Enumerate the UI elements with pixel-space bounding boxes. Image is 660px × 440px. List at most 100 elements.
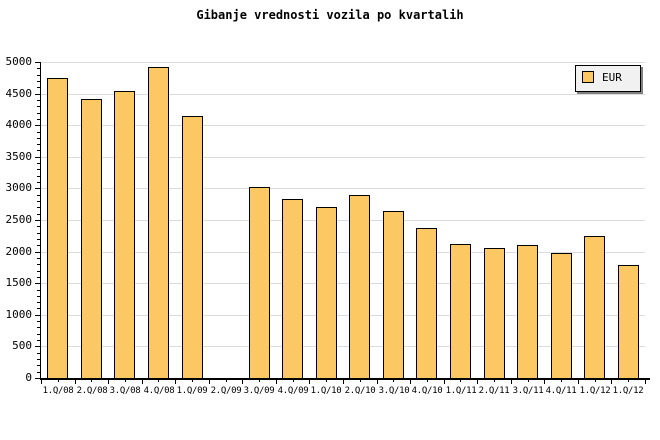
y-tick-label: 1500	[5, 276, 33, 289]
y-major-tick	[35, 252, 40, 253]
x-minor-tick	[528, 380, 529, 382]
y-minor-tick	[37, 176, 40, 177]
x-tick-label: 3.Q/10	[378, 386, 410, 396]
x-major-tick	[142, 380, 143, 384]
x-minor-tick	[460, 380, 461, 382]
x-tick-label: 1.Q/11	[445, 386, 477, 396]
y-minor-tick	[37, 239, 40, 240]
y-minor-tick	[37, 271, 40, 272]
x-minor-tick	[561, 380, 562, 382]
x-tick-label: 2.Q/11	[478, 386, 510, 396]
y-minor-tick	[37, 119, 40, 120]
y-minor-tick	[37, 359, 40, 360]
chart-title: Gibanje vrednosti vozila po kvartalih	[196, 8, 464, 22]
x-major-tick	[276, 380, 277, 384]
y-minor-tick	[37, 163, 40, 164]
y-major-tick	[35, 315, 40, 316]
x-major-tick	[511, 380, 512, 384]
x-major-tick	[108, 380, 109, 384]
bar	[114, 91, 135, 379]
x-minor-tick	[125, 380, 126, 382]
bar	[316, 207, 337, 379]
y-tick-label: 4500	[5, 87, 33, 100]
x-major-tick	[377, 380, 378, 384]
y-tick-label: 1000	[5, 308, 33, 321]
y-minor-tick	[37, 327, 40, 328]
x-minor-tick	[293, 380, 294, 382]
x-minor-tick	[58, 380, 59, 382]
gridline	[41, 125, 645, 126]
y-minor-tick	[37, 201, 40, 202]
x-tick-label: 1.Q/08	[42, 386, 74, 396]
legend-swatch-icon	[582, 71, 594, 83]
y-minor-tick	[37, 182, 40, 183]
x-minor-tick	[494, 380, 495, 382]
bar	[349, 195, 370, 379]
bar	[249, 187, 270, 379]
y-minor-tick	[37, 277, 40, 278]
y-minor-tick	[37, 353, 40, 354]
y-major-tick	[35, 62, 40, 63]
y-minor-tick	[37, 144, 40, 145]
y-minor-tick	[37, 334, 40, 335]
x-tick-label: 3.Q/09	[243, 386, 275, 396]
gridline	[41, 283, 645, 284]
y-major-tick	[35, 346, 40, 347]
x-major-tick	[544, 380, 545, 384]
y-minor-tick	[37, 132, 40, 133]
y-minor-tick	[37, 290, 40, 291]
y-tick-label: 5000	[5, 55, 33, 68]
y-minor-tick	[37, 372, 40, 373]
y-axis-line	[40, 62, 41, 379]
bar	[517, 245, 538, 379]
x-major-tick	[578, 380, 579, 384]
y-tick-label: 0	[25, 371, 32, 384]
x-minor-tick	[628, 380, 629, 382]
y-minor-tick	[37, 100, 40, 101]
y-minor-tick	[37, 207, 40, 208]
x-minor-tick	[91, 380, 92, 382]
y-minor-tick	[37, 195, 40, 196]
x-tick-label: 4.Q/11	[545, 386, 577, 396]
gridline	[41, 252, 645, 253]
y-tick-label: 2000	[5, 245, 33, 258]
x-tick-label: 1.Q/12	[579, 386, 611, 396]
x-major-tick	[645, 380, 646, 384]
y-minor-tick	[37, 68, 40, 69]
y-minor-tick	[37, 106, 40, 107]
x-minor-tick	[192, 380, 193, 382]
legend-label: EUR	[602, 71, 622, 84]
x-minor-tick	[226, 380, 227, 382]
x-tick-label: 3.Q/11	[512, 386, 544, 396]
bar	[416, 228, 437, 379]
bar	[618, 265, 639, 379]
y-minor-tick	[37, 233, 40, 234]
y-tick-label: 2500	[5, 213, 33, 226]
y-tick-label: 3000	[5, 181, 33, 194]
gridline	[41, 188, 645, 189]
y-minor-tick	[37, 113, 40, 114]
x-major-tick	[309, 380, 310, 384]
y-minor-tick	[37, 150, 40, 151]
y-minor-tick	[37, 87, 40, 88]
y-minor-tick	[37, 264, 40, 265]
y-minor-tick	[37, 365, 40, 366]
bar	[282, 199, 303, 379]
y-major-tick	[35, 188, 40, 189]
y-minor-tick	[37, 75, 40, 76]
gridline	[41, 220, 645, 221]
bar	[383, 211, 404, 379]
x-axis-line	[40, 378, 650, 380]
x-major-tick	[410, 380, 411, 384]
y-major-tick	[35, 220, 40, 221]
gridline	[41, 62, 645, 63]
x-tick-label: 2.Q/09	[210, 386, 242, 396]
bar	[182, 116, 203, 379]
x-minor-tick	[595, 380, 596, 382]
y-minor-tick	[37, 296, 40, 297]
y-major-tick	[35, 94, 40, 95]
x-tick-label: 4.Q/09	[277, 386, 309, 396]
bar	[450, 244, 471, 379]
x-tick-label: 1.Q/09	[176, 386, 208, 396]
bar	[148, 67, 169, 379]
